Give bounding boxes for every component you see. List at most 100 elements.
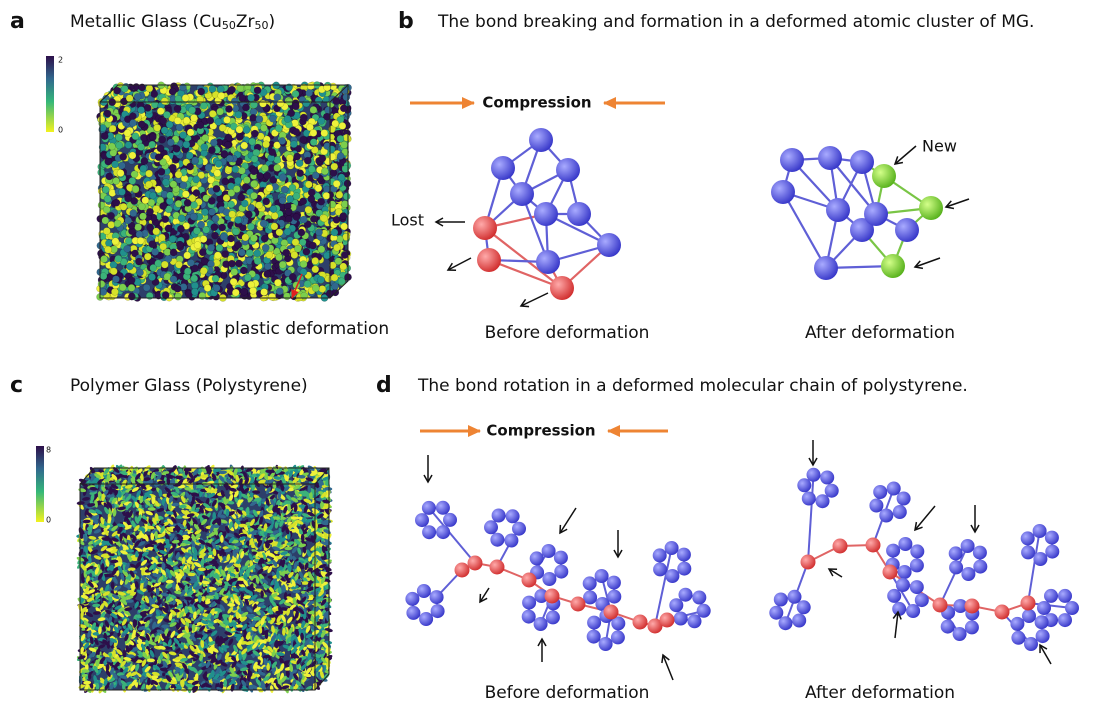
- atom: [263, 198, 270, 205]
- atom: [100, 288, 107, 295]
- atom: [190, 213, 197, 220]
- atom: [207, 117, 214, 124]
- atom: [256, 116, 263, 123]
- atom: [256, 172, 263, 179]
- atom: [125, 217, 132, 224]
- atom: [209, 85, 216, 92]
- atom: [102, 186, 109, 193]
- atom: [166, 121, 173, 128]
- atom: [137, 237, 144, 244]
- atom: [332, 120, 339, 127]
- atom: [115, 255, 122, 262]
- atom: [184, 268, 191, 275]
- atom: [274, 164, 281, 171]
- atom: [219, 124, 226, 131]
- atom: [157, 145, 164, 152]
- atom: [260, 220, 267, 227]
- atom: [150, 264, 157, 271]
- atom: [228, 86, 235, 93]
- atom: [284, 115, 291, 122]
- atom: [128, 277, 135, 284]
- atom: [235, 177, 242, 184]
- atom: [138, 203, 145, 210]
- atom: [200, 236, 207, 243]
- atom: [266, 185, 273, 192]
- atom: [285, 208, 292, 215]
- atom: [126, 95, 133, 102]
- atom: [242, 234, 249, 241]
- atom: [261, 235, 268, 242]
- atom: [124, 130, 131, 137]
- atom: [202, 134, 209, 141]
- atom: [276, 229, 283, 236]
- atom: [268, 293, 275, 300]
- atom: [312, 266, 319, 273]
- atom: [149, 274, 156, 281]
- atom: [106, 173, 113, 180]
- atom: [169, 88, 176, 95]
- atom: [197, 122, 204, 129]
- atom: [214, 252, 221, 259]
- atom: [184, 252, 191, 259]
- atom: [224, 141, 231, 148]
- atom: [205, 164, 212, 171]
- atom: [304, 157, 311, 164]
- atom: [232, 289, 239, 296]
- atom: [264, 271, 271, 278]
- atom: [161, 261, 168, 268]
- atom: [182, 191, 189, 198]
- atom: [174, 285, 181, 292]
- atom: [242, 183, 249, 190]
- atom: [276, 288, 283, 295]
- atom: [163, 111, 170, 118]
- atom: [211, 224, 218, 231]
- atom: [110, 268, 117, 275]
- atom: [308, 166, 315, 173]
- atom: [189, 107, 196, 114]
- atom: [330, 169, 337, 176]
- atom: [246, 249, 253, 256]
- atom: [238, 167, 245, 174]
- atom: [233, 186, 240, 193]
- atom: [116, 142, 123, 149]
- atom: [254, 258, 261, 265]
- atom: [303, 100, 310, 107]
- atom: [269, 149, 276, 156]
- atom: [325, 107, 332, 114]
- atom: [337, 152, 344, 159]
- atom: [218, 92, 225, 99]
- atom: [279, 137, 286, 144]
- atom: [230, 278, 237, 285]
- atom: [183, 141, 190, 148]
- atom: [341, 251, 348, 258]
- atom: [331, 163, 338, 170]
- atom: [208, 208, 215, 215]
- atom: [155, 154, 162, 161]
- atom: [200, 267, 207, 274]
- colorbar: [36, 446, 44, 522]
- atom: [138, 121, 145, 128]
- atom: [296, 160, 303, 167]
- atom: [105, 158, 112, 165]
- atom: [317, 276, 324, 283]
- atom: [279, 197, 286, 204]
- atom: [312, 172, 319, 179]
- atom: [241, 288, 248, 295]
- atom: [243, 177, 250, 184]
- atom: [277, 100, 284, 107]
- figure: a Metallic Glass (Cu50Zr50) 2 0 Local pl…: [0, 0, 1101, 710]
- atom: [191, 275, 198, 282]
- atom: [315, 185, 322, 192]
- atom: [162, 179, 169, 186]
- atom: [112, 276, 119, 283]
- atom: [236, 133, 243, 140]
- atom: [131, 171, 138, 178]
- atom: [249, 138, 256, 145]
- atom: [300, 261, 307, 268]
- atom: [154, 124, 161, 131]
- atom: [312, 285, 319, 292]
- atom: [310, 129, 317, 136]
- atom: [98, 169, 105, 176]
- atom: [198, 88, 205, 95]
- atom: [134, 93, 141, 100]
